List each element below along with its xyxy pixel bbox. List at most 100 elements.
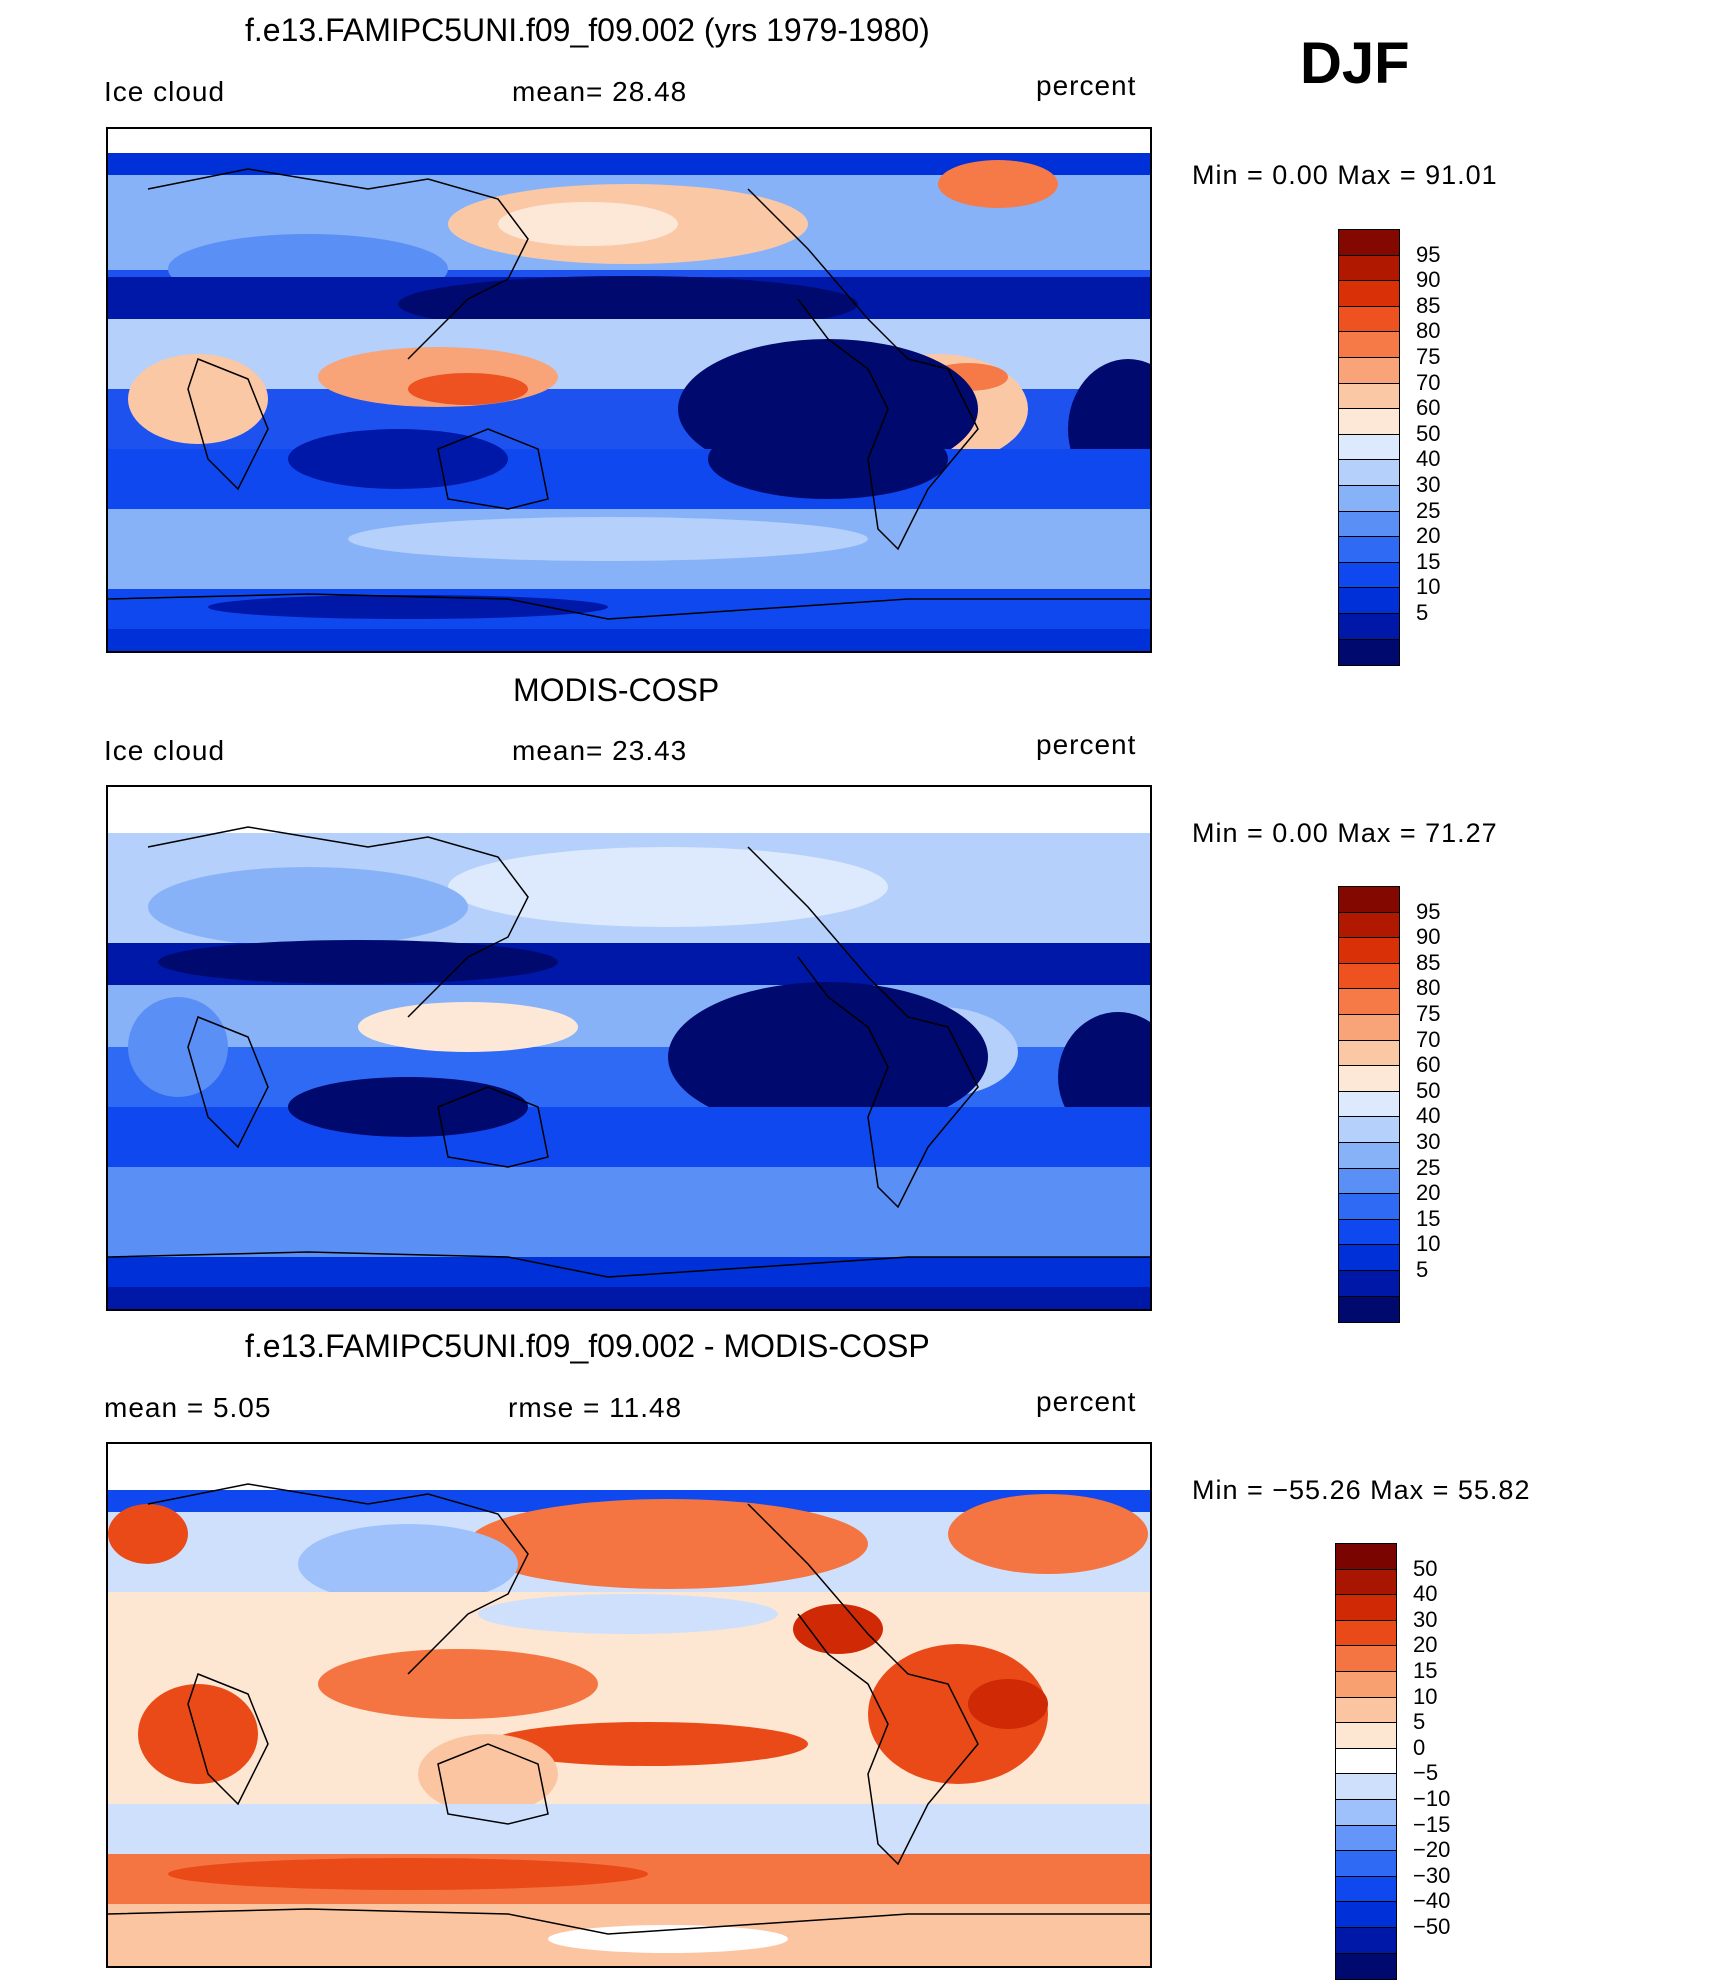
- colorbar-tick-label: 75: [1416, 344, 1441, 369]
- colorbar-swatch: [1339, 1142, 1399, 1169]
- colorbar-tick-label: 15: [1413, 1658, 1438, 1683]
- colorbar-tick-label: 50: [1416, 1077, 1441, 1103]
- colorbar-swatch: [1339, 306, 1399, 333]
- colorbar-tick-label: 40: [1416, 1103, 1441, 1129]
- colorbar-swatch: [1339, 588, 1399, 614]
- colorbar-tick-label: 20: [1413, 1632, 1438, 1658]
- panel-3-field: [108, 1444, 1150, 1966]
- colorbar-tick-label: 5: [1413, 1709, 1426, 1735]
- panel-1-colorbar: [1338, 229, 1400, 667]
- colorbar-tick-label: 60: [1416, 1052, 1441, 1078]
- panel-2-mean-label: mean= 23.43: [512, 735, 688, 766]
- colorbar-tick-label: 90: [1416, 924, 1441, 950]
- panel-1-variable-label: Ice cloud: [104, 76, 226, 107]
- colorbar-tick-label: −40: [1413, 1888, 1451, 1914]
- colorbar-swatch: [1336, 1697, 1396, 1724]
- panel-3-minmax: Min = −55.26 Max = 55.82: [1192, 1475, 1531, 1505]
- colorbar-tick-label: −15: [1413, 1811, 1451, 1837]
- colorbar-tick-label: 10: [1413, 1683, 1438, 1709]
- colorbar-swatch: [1336, 1646, 1396, 1672]
- colorbar-swatch: [1336, 1876, 1396, 1903]
- colorbar-swatch: [1336, 1953, 1396, 1980]
- panel-2-units-label: percent: [1036, 729, 1137, 760]
- colorbar-swatch: [1336, 1595, 1396, 1621]
- colorbar-swatch: [1339, 485, 1399, 512]
- panel-1-minmax: Min = 0.00 Max = 91.01: [1192, 160, 1498, 190]
- panel-2-map: [106, 785, 1152, 1311]
- panel-1-map: [106, 127, 1152, 653]
- panel-2-colorbar: [1338, 886, 1400, 1324]
- colorbar-swatch: [1339, 434, 1399, 461]
- colorbar-swatch: [1339, 912, 1399, 939]
- colorbar-swatch: [1339, 1066, 1399, 1092]
- colorbar-tick-label: 75: [1416, 1001, 1441, 1026]
- colorbar-swatch: [1339, 1270, 1399, 1297]
- season-label: DJF: [1300, 31, 1410, 96]
- colorbar-swatch: [1339, 255, 1399, 282]
- colorbar-tick-label: 15: [1416, 548, 1441, 574]
- panel-2-title: MODIS-COSP: [513, 672, 720, 708]
- colorbar-swatch: [1339, 230, 1399, 256]
- colorbar-swatch: [1336, 1671, 1396, 1698]
- colorbar-swatch: [1339, 989, 1399, 1015]
- panel-3-colorbar: [1335, 1543, 1397, 1980]
- colorbar-swatch: [1339, 887, 1399, 913]
- colorbar-tick-label: 10: [1416, 1231, 1441, 1257]
- colorbar-tick-label: 30: [1416, 472, 1441, 497]
- panel-2-minmax: Min = 0.00 Max = 71.27: [1192, 818, 1498, 848]
- colorbar-swatch: [1336, 1544, 1396, 1570]
- panel-3-map: [106, 1442, 1152, 1968]
- colorbar-swatch: [1336, 1825, 1396, 1852]
- colorbar-tick-label: 15: [1416, 1205, 1441, 1231]
- colorbar-swatch: [1339, 357, 1399, 384]
- colorbar-swatch: [1339, 281, 1399, 307]
- colorbar-swatch: [1339, 1014, 1399, 1041]
- colorbar-tick-label: −20: [1413, 1837, 1451, 1863]
- panel-1-title: f.e13.FAMIPC5UNI.f09_f09.002 (yrs 1979-1…: [245, 12, 930, 48]
- colorbar-tick-label: 0: [1413, 1734, 1426, 1760]
- colorbar-tick-label: 50: [1413, 1555, 1438, 1581]
- colorbar-tick-label: 30: [1416, 1129, 1441, 1154]
- colorbar-swatch: [1339, 1219, 1399, 1246]
- colorbar-tick-label: 95: [1416, 241, 1441, 267]
- panel-1-field: [108, 129, 1150, 651]
- colorbar-tick-label: 70: [1416, 1026, 1441, 1052]
- colorbar-swatch: [1339, 1245, 1399, 1271]
- colorbar-swatch: [1336, 1620, 1396, 1647]
- colorbar-tick-label: 80: [1416, 318, 1441, 344]
- colorbar-tick-label: −50: [1413, 1914, 1451, 1939]
- colorbar-swatch: [1336, 1569, 1396, 1596]
- colorbar-tick-label: 70: [1416, 369, 1441, 395]
- colorbar-swatch: [1336, 1799, 1396, 1826]
- colorbar-tick-label: 85: [1416, 292, 1441, 318]
- colorbar-swatch: [1339, 562, 1399, 589]
- colorbar-tick-label: 80: [1416, 975, 1441, 1001]
- colorbar-tick-label: −30: [1413, 1862, 1451, 1888]
- colorbar-swatch: [1339, 1117, 1399, 1143]
- colorbar-swatch: [1336, 1927, 1396, 1954]
- colorbar-swatch: [1339, 1040, 1399, 1067]
- colorbar-swatch: [1339, 938, 1399, 964]
- colorbar-swatch: [1339, 639, 1399, 666]
- panel-2-variable-label: Ice cloud: [104, 735, 226, 766]
- colorbar-swatch: [1336, 1723, 1396, 1749]
- panel-3-rmse-label: rmse = 11.48: [508, 1392, 683, 1423]
- colorbar-tick-label: −5: [1413, 1760, 1439, 1786]
- panel-1-units-label: percent: [1036, 70, 1137, 101]
- colorbar-tick-label: 10: [1416, 574, 1441, 600]
- colorbar-swatch: [1339, 383, 1399, 410]
- colorbar-tick-label: 85: [1416, 949, 1441, 975]
- colorbar-tick-label: 5: [1416, 1257, 1429, 1282]
- colorbar-swatch: [1339, 409, 1399, 435]
- panel-3-mean-label: mean = 5.05: [104, 1392, 272, 1423]
- colorbar-swatch: [1339, 963, 1399, 990]
- colorbar-tick-label: 40: [1413, 1581, 1438, 1607]
- colorbar-tick-label: 50: [1416, 420, 1441, 446]
- colorbar-tick-label: 40: [1416, 446, 1441, 472]
- colorbar-swatch: [1336, 1774, 1396, 1800]
- colorbar-tick-label: 90: [1416, 267, 1441, 293]
- colorbar-tick-label: 25: [1416, 497, 1441, 523]
- colorbar-swatch: [1339, 332, 1399, 358]
- colorbar-swatch: [1339, 613, 1399, 640]
- panel-3-units-label: percent: [1036, 1386, 1137, 1417]
